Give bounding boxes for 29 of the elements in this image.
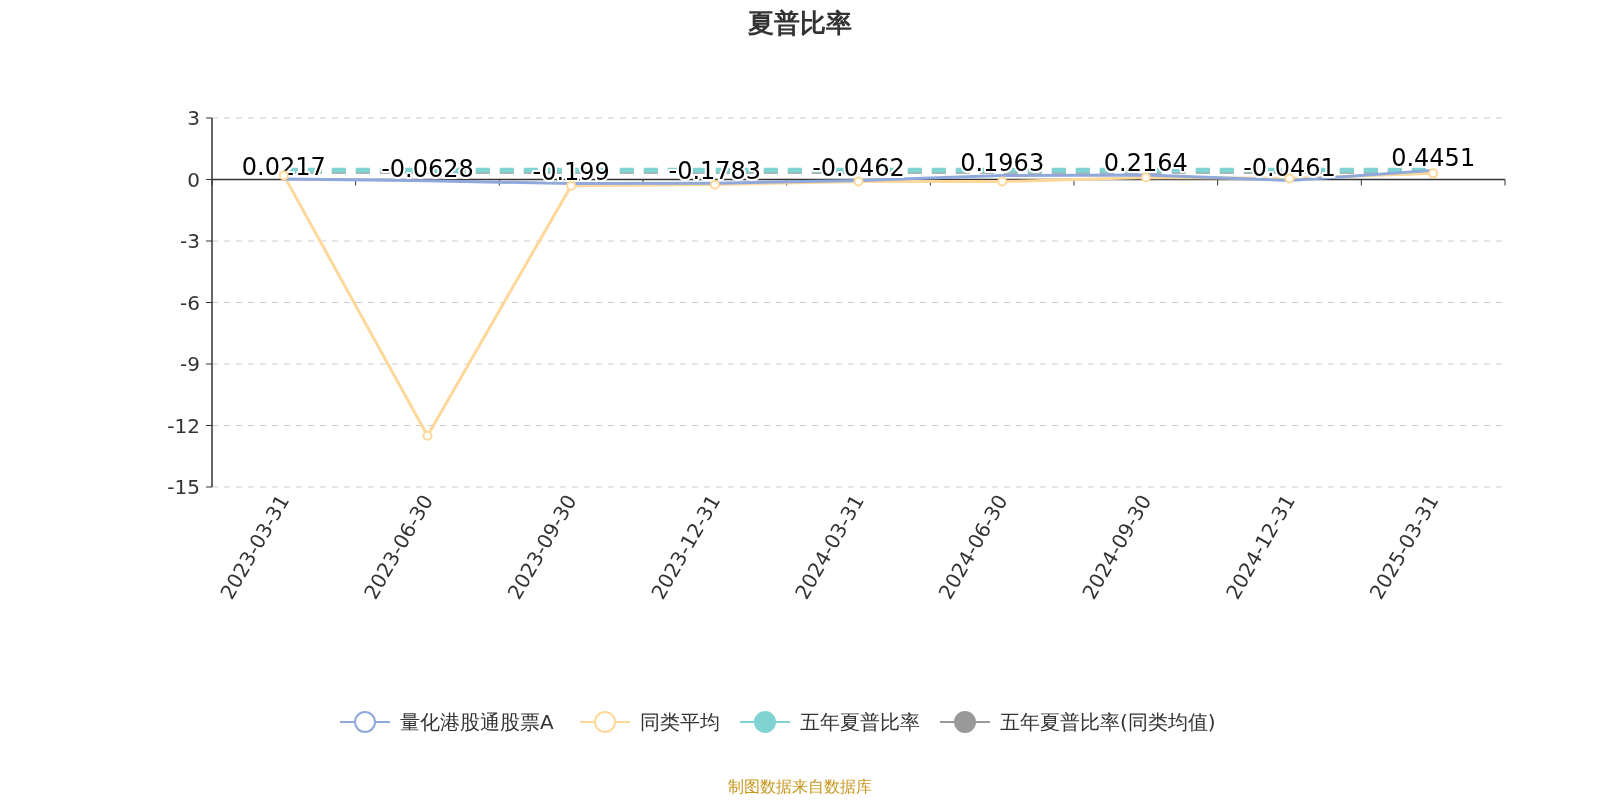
y-tick-label: -6 — [180, 290, 200, 315]
y-tick-label: 3 — [187, 106, 200, 130]
point — [422, 430, 433, 441]
point — [709, 179, 720, 190]
point — [853, 176, 864, 187]
data-label: -0.199 — [532, 157, 610, 186]
data-label: 0.0217 — [241, 153, 326, 182]
y-tick-label: -12 — [167, 413, 200, 438]
legend-label: 量化港股通股票A — [400, 710, 554, 734]
data-label: -0.0461 — [1243, 154, 1336, 183]
y-tick-label: -9 — [180, 352, 200, 376]
legend-label: 五年夏普比率 — [800, 710, 920, 734]
data-label: 0.2164 — [1103, 149, 1188, 178]
data-label: -0.0462 — [812, 154, 905, 183]
chart-title: 夏普比率 — [747, 8, 852, 38]
point — [1428, 168, 1439, 179]
data-label: 0.4451 — [1391, 144, 1476, 173]
legend-label: 五年夏普比率(同类均值) — [1000, 710, 1216, 734]
y-tick-label: -15 — [167, 475, 200, 499]
text: 制图数据来自数据库 — [728, 777, 872, 796]
data-label: 0.1963 — [960, 149, 1045, 178]
y-tick-label: -3 — [180, 229, 200, 253]
data-label: -0.1783 — [668, 157, 762, 186]
legend-label: 同类平均 — [640, 710, 720, 734]
point — [566, 180, 577, 191]
data-label: -0.0628 — [381, 154, 474, 183]
point — [997, 176, 1008, 187]
y-tick-label: 0 — [187, 167, 200, 192]
point — [1140, 172, 1151, 183]
